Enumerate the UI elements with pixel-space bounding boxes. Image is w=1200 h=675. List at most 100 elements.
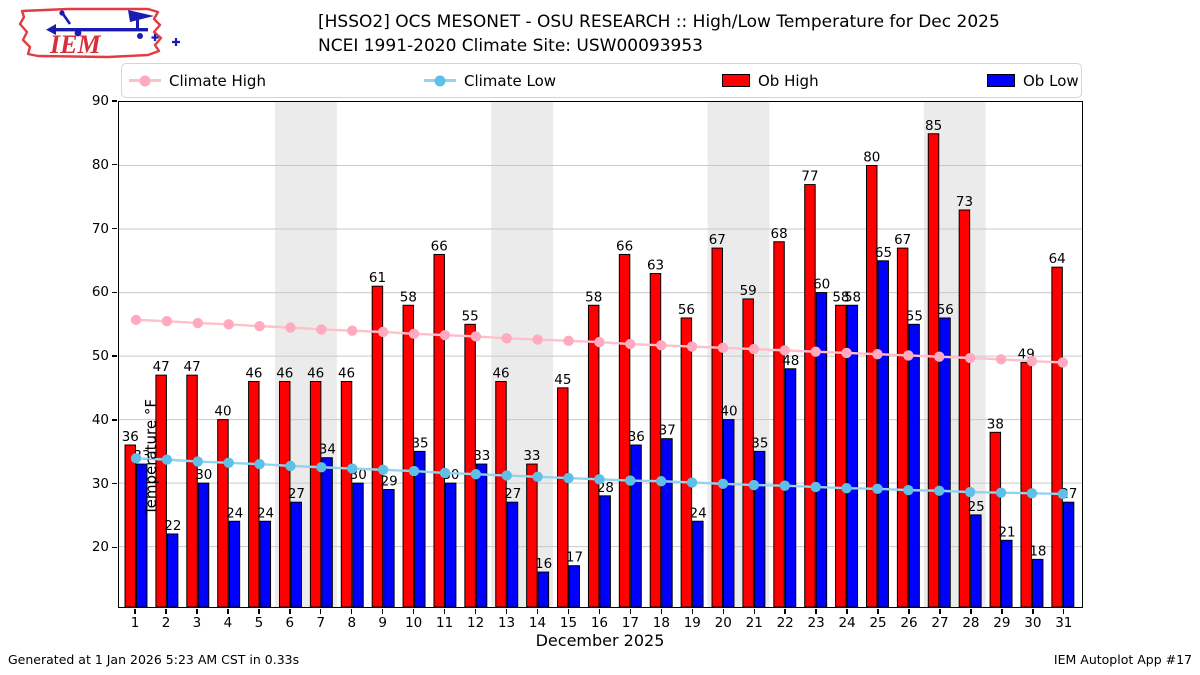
climate-high-marker: [470, 331, 482, 342]
x-tick-label: 22: [776, 615, 794, 631]
x-tick-mark: [227, 609, 229, 614]
ob-high-bar: [865, 165, 878, 607]
ob-low-bar: [259, 520, 272, 607]
ob-high-bar: [1051, 266, 1063, 607]
ob-high-value-label: 73: [956, 195, 973, 210]
iowa-outline-icon: [18, 7, 163, 59]
ob-low-value-label: 60: [813, 278, 830, 293]
climate-low-marker: [192, 456, 203, 467]
climate-low-marker: [532, 471, 543, 482]
climate-high-marker: [748, 343, 760, 355]
ob-high-bar: [217, 419, 229, 607]
x-tick-mark: [970, 609, 972, 614]
ob-high-value-label: 47: [184, 360, 201, 375]
ob-low-bar: [135, 463, 148, 607]
ob-low-bar: [970, 514, 982, 607]
climate-low-marker: [1057, 488, 1069, 500]
ob-low-bar: [877, 260, 889, 607]
x-tick-label: 29: [993, 615, 1011, 631]
x-tick-mark: [536, 609, 539, 614]
ob-high-bar: [587, 304, 600, 607]
climate-high-marker: [810, 346, 821, 357]
x-tick-label: 18: [652, 615, 670, 631]
climate-high-marker: [686, 341, 698, 352]
ob-high-value-label: 36: [122, 430, 139, 445]
ob-low-value-label: 40: [720, 405, 737, 420]
x-tick-label: 27: [931, 615, 949, 631]
climate-high-marker: [995, 354, 1007, 365]
y-tick-mark: [112, 164, 117, 166]
x-axis-title: December 2025: [535, 631, 665, 650]
climate-high-marker: [161, 315, 173, 327]
climate-low-marker: [717, 478, 729, 489]
legend-swatch-icon: [987, 74, 1015, 87]
ob-low-value-label: 28: [597, 481, 614, 496]
x-tick-mark: [351, 609, 353, 614]
ob-high-value-label: 67: [709, 233, 726, 248]
ob-low-value-label: 65: [875, 246, 892, 261]
climate-high-marker: [285, 322, 296, 333]
ob-high-value-label: 66: [616, 239, 633, 254]
ob-low-value-label: 35: [751, 436, 768, 451]
y-axis-label: Temperature °F: [142, 399, 160, 515]
ob-high-bar: [989, 431, 1002, 607]
legend-label: Climate High: [169, 71, 266, 90]
ob-high-bar: [526, 463, 538, 607]
climate-low-marker: [872, 483, 883, 495]
climate-low-marker: [625, 475, 636, 486]
ob-low-value-label: 17: [566, 551, 583, 566]
ob-high-value-label: 46: [492, 367, 509, 382]
ob-high-bar: [371, 285, 384, 607]
climate-high-marker: [501, 333, 512, 344]
x-tick-label: 4: [223, 615, 233, 631]
ob-high-value-label: 58: [832, 290, 849, 305]
x-tick-label: 13: [497, 615, 516, 631]
climate-low-marker: [1026, 488, 1038, 499]
ob-high-bar: [557, 387, 569, 607]
x-tick-label: 30: [1024, 615, 1042, 631]
climate-high-marker: [532, 334, 543, 345]
x-tick-label: 19: [683, 615, 701, 631]
ob-low-value-label: 48: [782, 354, 799, 369]
climate-high-marker: [439, 329, 451, 341]
y-tick-mark: [112, 482, 117, 485]
x-tick-label: 2: [161, 615, 171, 631]
ob-high-bar: [773, 241, 785, 607]
climate-high-marker: [625, 338, 636, 350]
ob-low-bar: [166, 533, 179, 607]
ob-high-value-label: 47: [153, 360, 170, 375]
climate-high-marker: [656, 340, 667, 351]
legend: Climate High Climate Low Ob High Ob Low: [121, 63, 1082, 98]
x-tick-label: 6: [285, 615, 295, 631]
climate-high-marker: [1057, 357, 1069, 368]
plot-area: 36 33 47 22 47 30 40 24 46 24 46 27 46 34 46 30 61 29 58 35…: [118, 101, 1083, 608]
ob-low-bar: [383, 488, 395, 607]
climate-high-marker: [934, 351, 945, 362]
ob-low-value-label: 24: [226, 506, 243, 521]
ob-high-value-label: 56: [678, 303, 695, 318]
climate-low-marker: [377, 464, 389, 475]
ob-low-value-label: 16: [535, 557, 552, 572]
x-tick-label: 24: [838, 615, 856, 631]
y-tick-label: 90: [91, 93, 109, 109]
x-tick-label: 20: [714, 615, 732, 631]
ob-low-bar: [352, 482, 364, 607]
climate-low-marker: [748, 479, 760, 491]
ob-high-bar: [742, 298, 754, 607]
ob-high-bar: [186, 374, 198, 607]
ob-high-value-label: 46: [338, 367, 355, 382]
climate-high-marker: [779, 345, 790, 356]
x-tick-mark: [1032, 609, 1034, 614]
ob-high-bar: [464, 323, 476, 607]
legend-swatch-icon: [424, 75, 456, 86]
ob-high-value-label: 46: [307, 367, 324, 382]
climate-high-marker: [563, 335, 574, 347]
climate-high-marker: [254, 321, 265, 332]
x-tick-mark: [320, 609, 322, 614]
legend-marker-icon: [139, 75, 151, 86]
ob-low-bar: [692, 520, 704, 607]
climate-low-marker: [316, 462, 327, 473]
climate-low-marker: [810, 481, 821, 493]
x-tick-label: 10: [405, 615, 423, 631]
ob-low-bar: [506, 501, 519, 607]
